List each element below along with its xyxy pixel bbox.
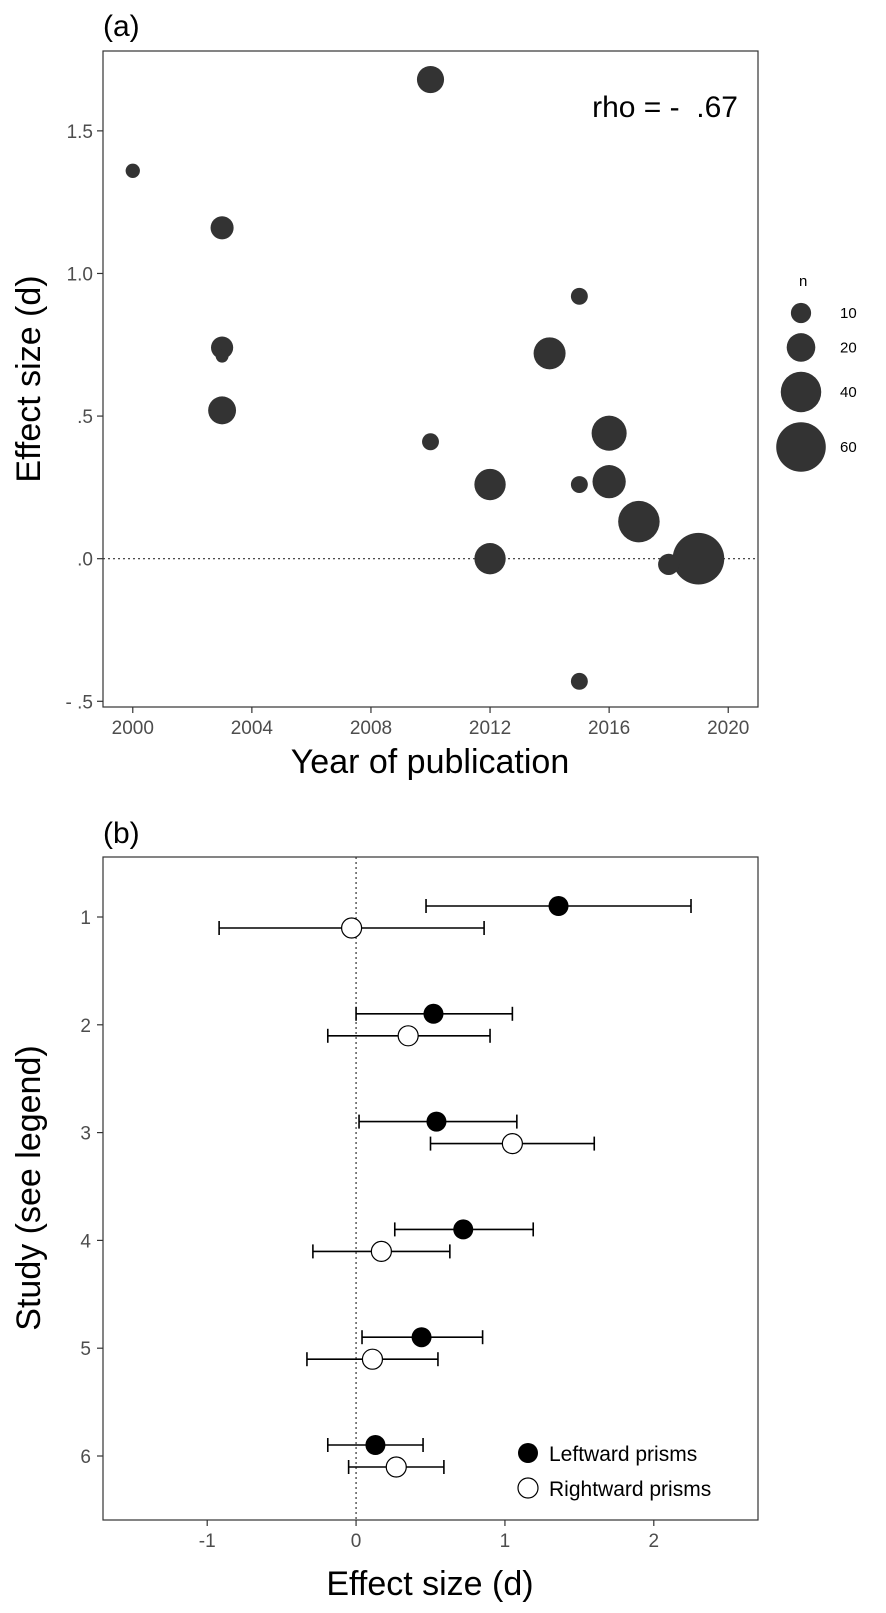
panel-b-plot-frame [102, 856, 759, 1521]
panel-b-y-tick-label: 6 [80, 1447, 91, 1468]
panel-a-y-tick-label: .0 [77, 550, 93, 571]
panel-a-x-ticks: 2000 2004 2008 2012 2016 2020 [112, 707, 749, 739]
panel-a-x-tick-label: 2012 [469, 718, 511, 739]
scatter-point [618, 500, 660, 543]
panel-b: (b) 1 2 3 4 5 6 -1 0 1 2 Effect size (d) Study (… [10, 817, 759, 1603]
panel-b-y-axis-title: Study (see legend) [10, 1045, 48, 1330]
panel-a-y-tick-label: - .5 [66, 692, 93, 713]
rightward-point [361, 1348, 384, 1370]
panel-b-y-tick-label: 3 [80, 1124, 91, 1145]
scatter-point [416, 65, 445, 94]
panel-a-y-tick-label: .5 [77, 407, 93, 428]
panel-b-y-ticks: 1 2 3 4 5 6 [80, 908, 103, 1468]
scatter-point [210, 216, 234, 240]
panel-b-legend: Leftward prisms Rightward prisms [517, 1443, 711, 1501]
scatter-point [215, 349, 229, 363]
scatter-point [672, 532, 725, 585]
panel-b-x-tick-label: 0 [351, 1531, 362, 1552]
leftward-point [365, 1435, 386, 1455]
leftward-point [453, 1219, 474, 1240]
rightward-point [385, 1456, 407, 1478]
scatter-point [592, 465, 626, 499]
rightward-point [370, 1240, 392, 1263]
scatter-point [591, 415, 627, 451]
panel-a: (a) - .5.0.51.01.5 2000 2004 2008 2012 2016 2… [10, 10, 857, 781]
panel-a-x-tick-label: 2000 [112, 718, 154, 739]
panel-b-y-tick-label: 5 [80, 1339, 91, 1360]
panel-b-label: (b) [103, 817, 140, 850]
panel-b-x-axis-title: Effect size (d) [326, 1565, 533, 1603]
panel-b-y-tick-label: 4 [80, 1231, 91, 1252]
panel-a-label: (a) [103, 10, 140, 43]
size-legend-marker [780, 371, 822, 413]
size-legend-label: 40 [840, 384, 857, 401]
panel-a-y-axis-title: Effect size (d) [10, 275, 48, 482]
rightward-point [341, 917, 363, 939]
panel-b-x-tick-label: 2 [649, 1531, 660, 1552]
legend-rightward-marker [517, 1477, 539, 1499]
scatter-point [474, 468, 506, 501]
panel-b-x-tick-label: 1 [500, 1531, 511, 1552]
leftward-point [423, 1003, 444, 1024]
panel-a-y-ticks: - .5 .0 .5 1.0 1.5 [66, 122, 103, 713]
panel-b-y-tick-label: 1 [80, 908, 91, 929]
size-legend: n 10 20 40 60 [776, 273, 857, 472]
panel-a-plot-frame [102, 50, 759, 708]
leftward-point [426, 1111, 447, 1132]
size-legend-marker [776, 422, 826, 472]
panel-a-x-tick-label: 2004 [231, 718, 274, 739]
size-legend-title: n [799, 273, 807, 290]
size-legend-label: 10 [840, 305, 857, 322]
leftward-point [411, 1327, 432, 1348]
panel-a-x-tick-label: 2020 [707, 718, 749, 739]
panel-a-y-tick-label: 1.5 [67, 122, 93, 143]
legend-leftward-label: Leftward prisms [549, 1443, 697, 1466]
panel-b-x-tick-label: -1 [199, 1531, 216, 1552]
size-legend-entries: 10 20 40 60 [776, 302, 857, 472]
size-legend-marker [786, 333, 816, 362]
scatter-point [474, 543, 506, 575]
panel-a-y-tick-label: 1.0 [67, 264, 93, 285]
panel-a-x-tick-label: 2008 [350, 718, 392, 739]
size-legend-marker [790, 302, 812, 324]
scatter-point [422, 433, 439, 451]
size-legend-label: 20 [840, 339, 857, 356]
leftward-point [548, 896, 569, 916]
panel-a-points [125, 65, 725, 690]
legend-leftward-marker [518, 1443, 538, 1463]
scatter-point [208, 396, 237, 425]
panel-a-x-axis-title: Year of publication [291, 743, 570, 781]
scatter-point [570, 476, 588, 493]
scatter-point [570, 287, 588, 305]
rho-annotation: rho = - .67 [592, 91, 738, 124]
size-legend-label: 60 [840, 439, 857, 456]
scatter-point [570, 672, 588, 690]
panel-b-marks [218, 896, 692, 1478]
panel-a-x-tick-label: 2016 [588, 718, 630, 739]
rightward-point [397, 1025, 419, 1047]
scatter-point [533, 337, 566, 370]
panel-b-y-tick-label: 2 [80, 1016, 91, 1037]
rightward-point [501, 1132, 523, 1155]
panel-b-x-ticks: -1 0 1 2 [199, 1520, 659, 1552]
legend-rightward-label: Rightward prisms [549, 1478, 711, 1501]
scatter-point [658, 553, 680, 576]
scatter-point [125, 163, 140, 178]
